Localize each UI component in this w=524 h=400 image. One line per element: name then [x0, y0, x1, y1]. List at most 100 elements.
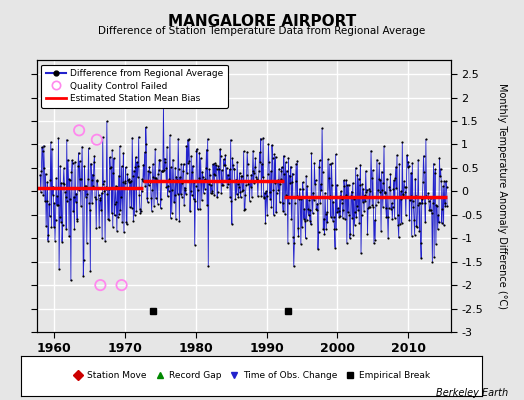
- Point: [155, 167, 163, 173]
- Point: [45, 200, 53, 207]
- Point: [330, 225, 339, 232]
- Point: [97, 190, 106, 196]
- Point: [183, 170, 191, 176]
- Point: [103, 190, 112, 197]
- Point: [277, 168, 286, 174]
- Point: [404, 158, 412, 165]
- Point: [419, 152, 428, 159]
- Point: [145, 182, 153, 188]
- Point: [398, 220, 406, 226]
- Point: [233, 158, 242, 165]
- Point: [37, 189, 45, 196]
- Point: [111, 201, 119, 207]
- Point: [65, 233, 73, 240]
- Point: [353, 203, 361, 209]
- Point: [261, 220, 270, 226]
- Point: [224, 180, 233, 187]
- Point: [83, 239, 91, 246]
- Point: [377, 228, 385, 234]
- Point: [428, 258, 436, 265]
- Point: [332, 151, 340, 158]
- Point: [213, 189, 222, 195]
- Point: [94, 192, 103, 198]
- Point: [280, 171, 289, 178]
- Point: [419, 178, 427, 185]
- Point: [136, 206, 144, 212]
- Point: [153, 177, 161, 183]
- Point: [75, 127, 83, 134]
- Point: [321, 211, 330, 218]
- Point: [154, 171, 162, 177]
- Point: [388, 216, 397, 223]
- Point: [125, 178, 133, 185]
- Point: [202, 146, 211, 153]
- Point: [413, 202, 422, 208]
- Point: [240, 206, 248, 213]
- Point: [150, 202, 158, 209]
- Point: [319, 169, 327, 176]
- Point: [337, 195, 346, 202]
- Point: [50, 200, 59, 206]
- Point: [271, 154, 280, 160]
- Point: [181, 187, 190, 194]
- Point: [261, 190, 269, 196]
- Point: [97, 207, 105, 214]
- Point: [203, 202, 211, 208]
- Point: [290, 263, 298, 270]
- Point: [395, 160, 403, 167]
- Point: [282, 168, 291, 174]
- Point: [177, 161, 185, 168]
- Point: [79, 272, 88, 279]
- Point: [393, 152, 401, 158]
- Point: [227, 221, 236, 227]
- Point: [272, 209, 280, 216]
- Point: [95, 197, 104, 203]
- Point: [191, 242, 199, 248]
- Point: [249, 180, 258, 186]
- Point: [160, 156, 169, 162]
- Point: [41, 170, 50, 177]
- Point: [182, 143, 191, 150]
- Point: [156, 205, 165, 211]
- Point: [208, 190, 216, 196]
- Point: [112, 199, 121, 205]
- Point: [162, 184, 171, 190]
- Point: [141, 183, 149, 190]
- Point: [405, 216, 413, 223]
- Point: [107, 164, 115, 170]
- Point: [360, 208, 368, 214]
- Point: [69, 208, 78, 214]
- Point: [249, 148, 257, 154]
- Point: [213, 194, 221, 200]
- Point: [194, 186, 202, 193]
- Point: [113, 184, 122, 190]
- Point: [243, 149, 252, 155]
- Point: [40, 142, 48, 149]
- Point: [438, 220, 446, 226]
- Point: [343, 240, 351, 246]
- Point: [281, 211, 289, 218]
- Point: [302, 216, 311, 223]
- Point: [106, 154, 114, 161]
- Point: [372, 202, 380, 208]
- Point: [257, 135, 265, 142]
- Point: [94, 185, 102, 192]
- Point: [76, 176, 84, 182]
- Point: [102, 186, 110, 192]
- Point: [408, 160, 417, 166]
- Point: [61, 194, 70, 200]
- Point: [108, 224, 117, 230]
- Point: [62, 226, 70, 232]
- Point: [220, 156, 228, 162]
- Point: [225, 166, 234, 172]
- Point: [88, 176, 96, 183]
- Point: [365, 185, 374, 192]
- Point: [147, 194, 155, 201]
- Point: [218, 182, 226, 188]
- Point: [244, 181, 253, 187]
- Point: [384, 235, 392, 242]
- Point: [90, 153, 99, 159]
- Point: [75, 158, 84, 164]
- Point: [426, 206, 434, 213]
- Point: [234, 194, 243, 200]
